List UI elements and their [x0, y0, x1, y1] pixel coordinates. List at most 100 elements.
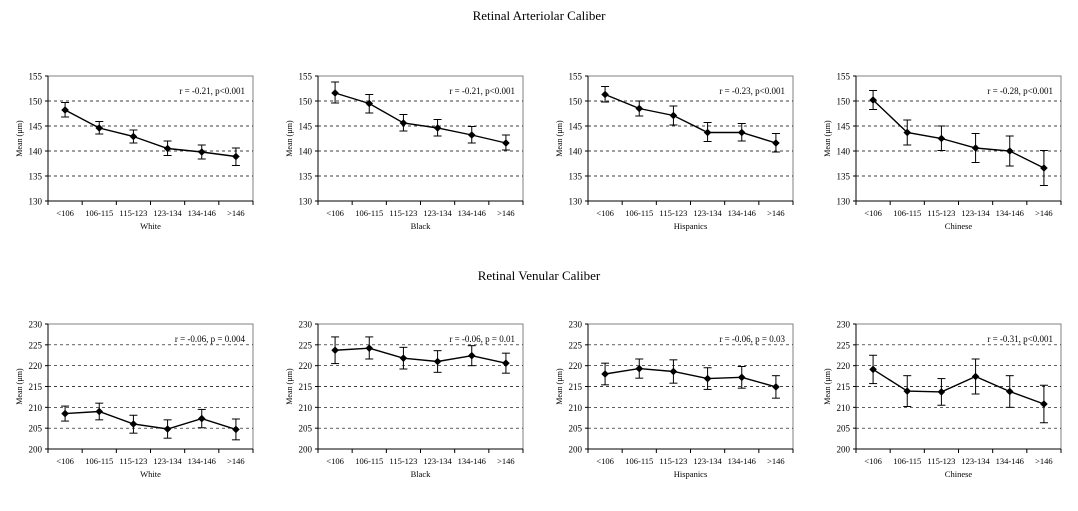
- correlation-annotation: r = -0.31, p<0.001: [987, 334, 1053, 344]
- data-point: [399, 354, 408, 362]
- x-tick-label: 115-123: [119, 456, 147, 466]
- y-axis-label: Mean (µm): [555, 368, 564, 405]
- y-tick-label: 150: [569, 97, 583, 107]
- x-tick-label: 134-146: [728, 208, 756, 218]
- data-point: [502, 359, 510, 367]
- data-point: [467, 131, 476, 139]
- chart-svg: 200 205 210 215 220 225 230 <106 106-115 115-123 1…: [555, 320, 794, 479]
- y-tick-label: 220: [837, 361, 851, 371]
- y-tick-label: 130: [299, 197, 313, 207]
- chart-svg: 130 135 140 145 150 155 <106 106-115 115-123 123-…: [15, 72, 254, 231]
- x-tick-label: >146: [227, 456, 245, 466]
- y-axis-label: Mean (µm): [823, 120, 832, 157]
- series-line: [334, 92, 507, 144]
- x-tick-label: 134-146: [188, 208, 216, 218]
- x-tick-label: 134-146: [728, 456, 756, 466]
- x-tick-label: 115-123: [389, 208, 417, 218]
- data-point: [669, 111, 678, 120]
- data-point: [971, 144, 980, 152]
- data-point: [772, 383, 780, 391]
- y-tick-label: 225: [837, 340, 851, 350]
- x-tick-label: 106-115: [85, 456, 113, 466]
- y-tick-label: 225: [299, 340, 313, 350]
- data-point: [869, 96, 877, 104]
- data-point: [737, 373, 746, 382]
- data-point: [502, 139, 510, 147]
- x-tick-label: >146: [767, 456, 785, 466]
- data-point: [937, 388, 946, 396]
- y-axis-label: Mean (µm): [285, 368, 294, 405]
- y-tick-label: 210: [837, 403, 851, 413]
- x-tick-label: >146: [1035, 208, 1053, 218]
- y-tick-label: 145: [837, 122, 851, 132]
- y-tick-label: 135: [29, 172, 43, 182]
- y-tick-label: 215: [837, 382, 851, 392]
- y-tick-label: 210: [29, 403, 43, 413]
- x-tick-label: 123-134: [153, 456, 182, 466]
- y-tick-label: 135: [569, 172, 583, 182]
- chart-venular-white: 200 205 210 215 220 225 230 <106 106-115 115-123 1…: [0, 316, 270, 511]
- y-tick-label: 145: [299, 122, 313, 132]
- x-tick-label: 115-123: [659, 208, 687, 218]
- y-tick-label: 135: [837, 172, 851, 182]
- y-tick-label: 140: [569, 147, 583, 157]
- x-tick-label: 106-115: [355, 456, 383, 466]
- chart-arteriolar-white: 130 135 140 145 150 155 <106 106-115 115-123 123-…: [0, 68, 270, 263]
- chart-arteriolar-chinese: 130 135 140 145 150 155 <106 106-115 115-123 123-…: [808, 68, 1078, 263]
- y-tick-label: 130: [29, 197, 43, 207]
- data-point: [601, 90, 609, 99]
- data-point: [365, 99, 374, 108]
- series-line: [335, 347, 507, 364]
- x-tick-label: 115-123: [927, 456, 955, 466]
- data-point: [95, 124, 104, 132]
- y-tick-label: 150: [29, 97, 43, 107]
- x-tick-label: 106-115: [85, 208, 113, 218]
- x-tick-label: 106-115: [893, 208, 921, 218]
- y-tick-label: 155: [299, 72, 313, 82]
- data-point: [232, 152, 240, 161]
- x-axis-label: Hispanics: [674, 469, 708, 479]
- x-tick-label: 106-115: [625, 456, 653, 466]
- chart-svg: 200 205 210 215 220 225 230 <106 106-115 115-123 1…: [285, 320, 524, 479]
- x-tick-label: >146: [227, 208, 245, 218]
- series-line: [65, 410, 237, 431]
- y-tick-label: 130: [569, 197, 583, 207]
- y-tick-label: 210: [299, 403, 313, 413]
- data-point: [331, 89, 339, 97]
- x-tick-label: 115-123: [389, 456, 417, 466]
- x-tick-label: 115-123: [659, 456, 687, 466]
- venular-section-title: Retinal Venular Caliber: [477, 268, 601, 283]
- data-point: [635, 104, 644, 113]
- x-axis-label: White: [140, 221, 161, 231]
- data-point: [903, 387, 912, 395]
- x-tick-label: 106-115: [893, 456, 921, 466]
- data-point: [772, 139, 780, 147]
- data-point: [129, 420, 138, 428]
- data-point: [365, 344, 374, 352]
- correlation-annotation: r = -0.23, p<0.001: [719, 86, 785, 96]
- chart-arteriolar-hispanics: 130 135 140 145 150 155 <106 106-115 115-123 123-…: [540, 68, 810, 263]
- y-tick-label: 220: [299, 361, 313, 371]
- x-tick-label: 134-146: [188, 456, 216, 466]
- x-tick-label: 123-134: [961, 208, 990, 218]
- data-point: [163, 144, 172, 153]
- y-tick-label: 220: [569, 361, 583, 371]
- y-tick-label: 145: [29, 122, 43, 132]
- y-axis-label: Mean (µm): [285, 120, 294, 157]
- data-point: [433, 124, 442, 132]
- y-tick-label: 150: [299, 97, 313, 107]
- data-point: [1005, 387, 1014, 396]
- chart-svg: 130 135 140 145 150 155 <106 106-115 115-123 123-…: [555, 72, 794, 231]
- data-point: [163, 425, 172, 433]
- series-line: [604, 367, 777, 388]
- y-tick-label: 135: [299, 172, 313, 182]
- data-point: [1040, 400, 1048, 408]
- y-tick-label: 140: [29, 147, 43, 157]
- x-axis-label: Chinese: [945, 469, 973, 479]
- y-tick-label: 145: [569, 122, 583, 132]
- x-tick-label: 106-115: [355, 208, 383, 218]
- x-tick-label: <106: [56, 456, 74, 466]
- y-tick-label: 230: [299, 320, 313, 330]
- y-tick-label: 155: [569, 72, 583, 82]
- series-line: [872, 99, 1045, 169]
